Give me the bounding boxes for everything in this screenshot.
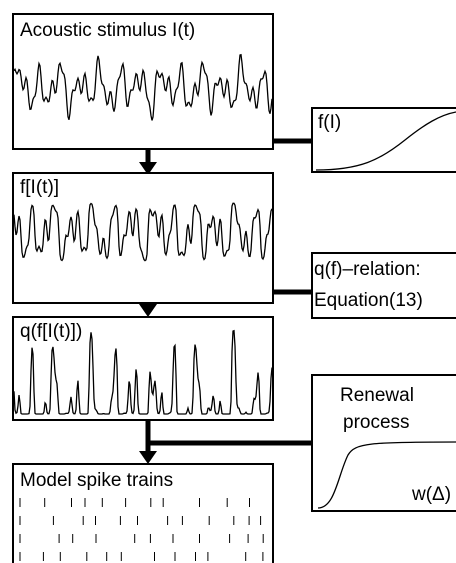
stage-label: Acoustic stimulus I(t) [20, 20, 195, 41]
side-box [311, 107, 456, 173]
side-label: q(f)–relation: [314, 259, 421, 280]
renewal-curve [317, 441, 456, 509]
sigmoid-curve [315, 111, 456, 171]
side-label: process [343, 412, 410, 433]
waveform [13, 202, 273, 262]
side-label: Equation(13) [314, 290, 423, 311]
arrow-head [139, 451, 157, 464]
waveform [13, 329, 273, 415]
stage-label: q(f[I(t)]) [20, 321, 82, 342]
spike-trains [19, 498, 264, 561]
stage-box [12, 463, 274, 563]
side-label: f(I) [318, 112, 341, 133]
stage-label: Model spike trains [20, 470, 173, 491]
waveform [13, 53, 273, 121]
arrow-head [139, 304, 157, 317]
stage-box [12, 13, 274, 150]
axis-label: w(Δ) [411, 484, 451, 505]
arrow-head [139, 162, 157, 175]
stage-box [12, 316, 274, 421]
side-box [311, 252, 456, 319]
stage-label: f[I(t)] [20, 177, 59, 198]
side-label: Renewal [340, 385, 414, 406]
